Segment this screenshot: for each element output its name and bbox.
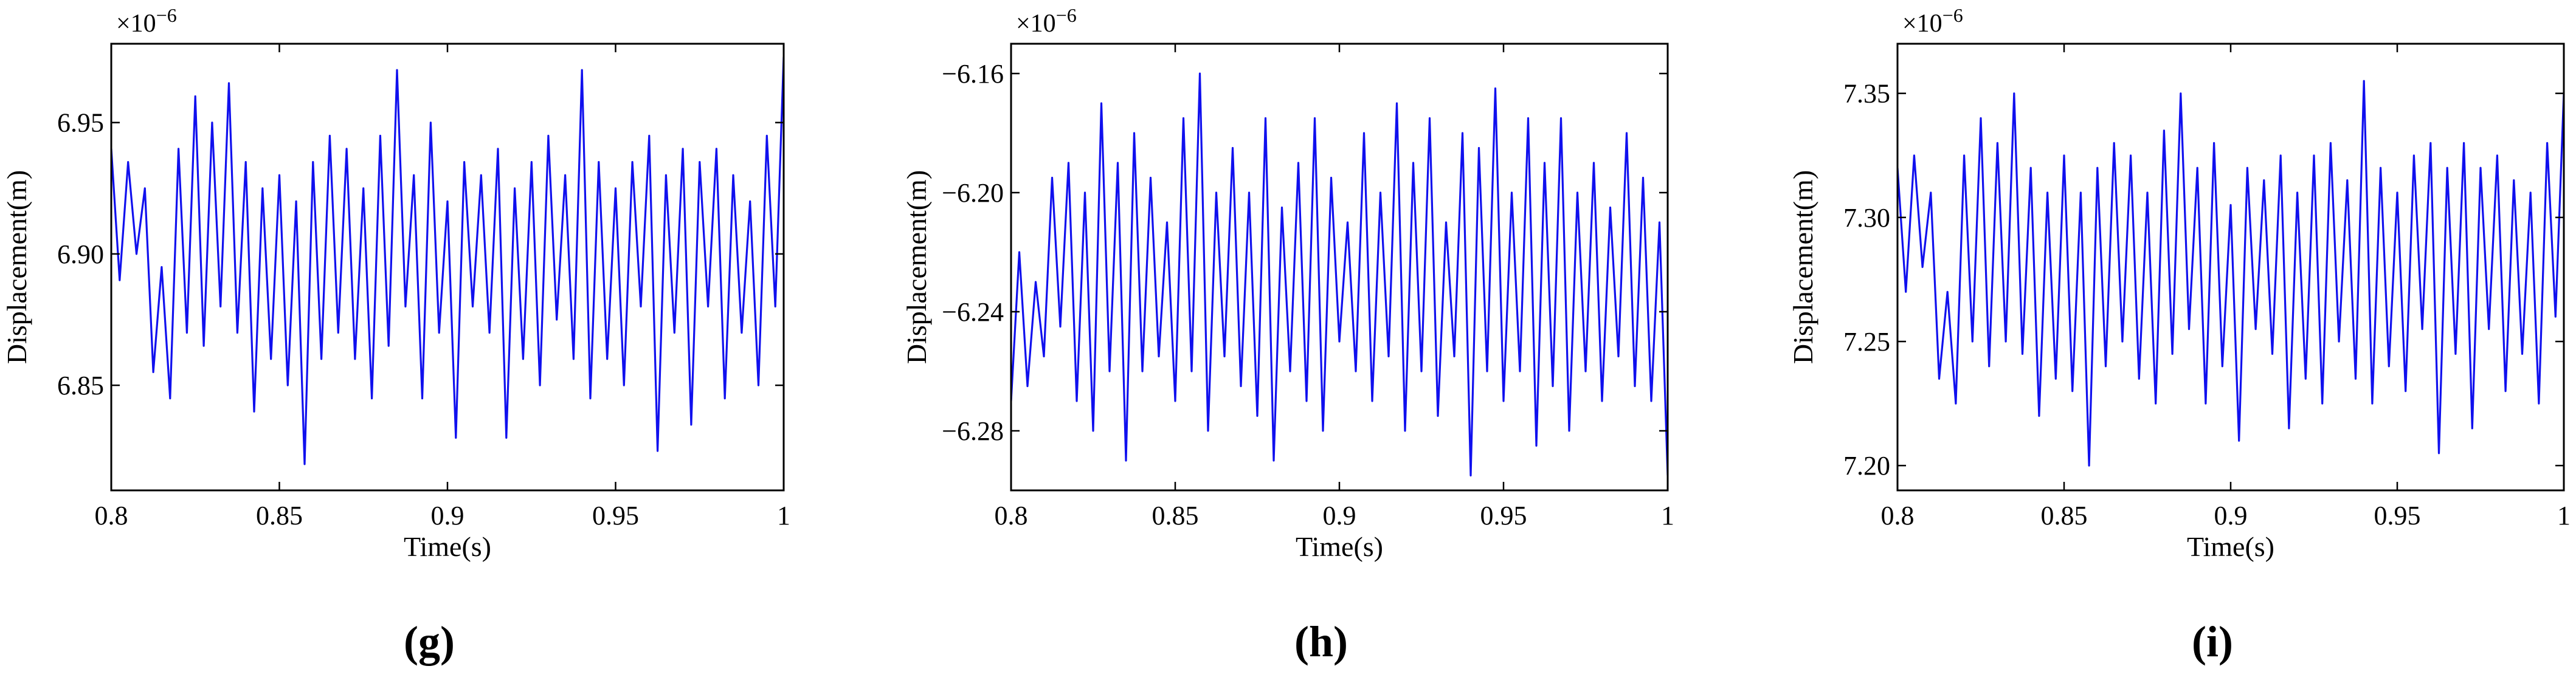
y-tick-label: 7.25 — [1843, 327, 1890, 357]
panel-label: (g) — [404, 617, 455, 666]
plot-frame — [110, 43, 785, 492]
x-tick-label: 0.9 — [2214, 501, 2248, 530]
x-axis-label: Time(s) — [1296, 531, 1383, 562]
chart-panel-3: 0.8 0.85 0.9 0.95 1 7.20 7.25 7.30 7.35 ×10−6 Time… — [1787, 4, 2571, 666]
x-tick-label: 0.85 — [2041, 501, 2088, 530]
x-tick-label: 0.8 — [995, 501, 1028, 530]
y-tick-label: −6.16 — [942, 59, 1004, 89]
y-tick-label: −6.20 — [942, 178, 1004, 208]
y-tick-label: −6.24 — [942, 297, 1004, 327]
y-exponent-label: ×10−6 — [1016, 4, 1077, 38]
y-tick-label: 6.95 — [57, 108, 104, 138]
y-exponent-label: ×10−6 — [116, 4, 177, 38]
y-tick-label: 7.20 — [1843, 451, 1890, 481]
x-tick-label: 0.85 — [1152, 501, 1199, 530]
y-tick-label: 6.90 — [57, 239, 104, 269]
panel-label: (h) — [1294, 617, 1348, 666]
x-tick-label: 0.85 — [256, 501, 303, 530]
x-tick-label: 0.9 — [431, 501, 464, 530]
y-tick-label: 7.30 — [1843, 203, 1890, 233]
x-tick-label: 0.8 — [1881, 501, 1915, 530]
x-tick-label: 1 — [1661, 501, 1674, 530]
plot-frame — [1896, 43, 2565, 492]
panel-label: (i) — [2192, 617, 2233, 666]
y-tick-label: −6.28 — [942, 416, 1004, 446]
x-axis-label: Time(s) — [404, 531, 491, 562]
chart-panel-2: 0.8 0.85 0.9 0.95 1 −6.28 −6.24 −6.20 −6.16 ×10−6… — [901, 4, 1674, 666]
y-axis-label: Displacement(m) — [1787, 170, 1818, 364]
y-axis-label: Displacement(m) — [901, 170, 932, 364]
y-exponent-label: ×10−6 — [1902, 4, 1963, 38]
x-tick-label: 0.9 — [1323, 501, 1356, 530]
series-line — [111, 57, 784, 465]
x-tick-label: 0.8 — [95, 501, 128, 530]
x-tick-label: 0.95 — [2374, 501, 2421, 530]
x-tick-label: 0.95 — [592, 501, 639, 530]
chart-panel-1: 0.8 0.85 0.9 0.95 1 6.85 6.90 6.95 ×10−6 Time(s) D… — [1, 4, 790, 666]
x-tick-label: 1 — [777, 501, 790, 530]
x-tick-label: 1 — [2557, 501, 2571, 530]
y-tick-label: 7.35 — [1843, 79, 1890, 109]
y-tick-label: 6.85 — [57, 371, 104, 400]
x-axis-label: Time(s) — [2187, 531, 2274, 562]
series-line — [1011, 72, 1668, 477]
x-tick-label: 0.95 — [1480, 501, 1527, 530]
series-line — [1897, 80, 2564, 467]
y-axis-label: Displacement(m) — [1, 170, 32, 364]
